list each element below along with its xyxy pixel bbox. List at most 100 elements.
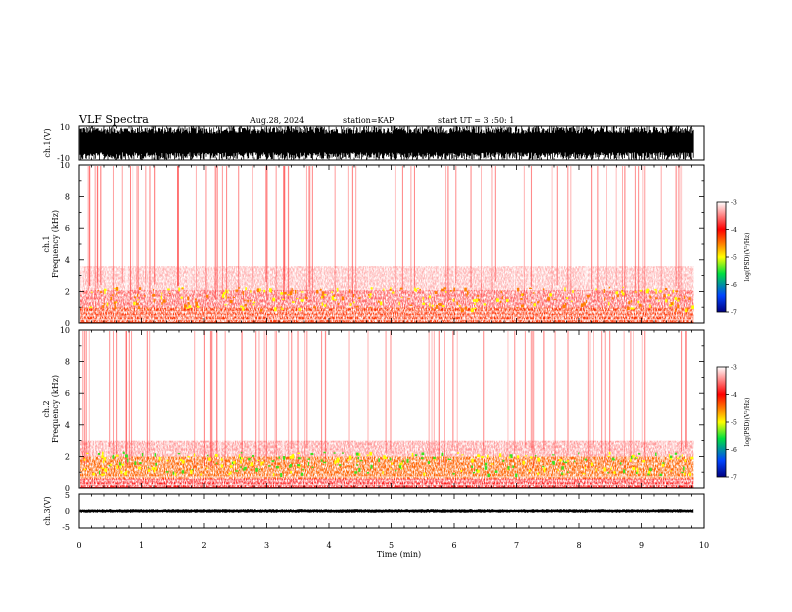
spectrogram-speckle-dot <box>134 461 137 466</box>
spectrogram-speckle-dot <box>321 295 324 299</box>
spectrogram-speckle-dot <box>521 293 523 297</box>
spectrogram-speckle-dot <box>505 298 509 302</box>
spectrogram-speckle-dot <box>670 470 672 472</box>
spectrogram-speckle-dot <box>240 452 243 454</box>
colorbar-tick-label: -3 <box>731 365 737 372</box>
spectrogram-speckle-dot <box>449 298 451 300</box>
spectrogram-speckle-dot <box>551 454 555 456</box>
spectrogram-speckle-dot <box>206 454 209 457</box>
spectrogram-speckle-dot <box>619 462 622 465</box>
spectrogram-speckle-dot <box>187 301 190 305</box>
spectrogram-speckle-dot <box>334 299 337 301</box>
ch1-channel-label: ch.1 <box>42 235 51 252</box>
spectrogram-speckle-dot <box>453 287 456 292</box>
spectrogram-speckle-dot <box>561 472 563 476</box>
spectrogram-speckle-dot <box>165 471 169 473</box>
ch2-frequency-axis-label: Frequency (kHz) <box>51 375 60 443</box>
spectrogram-speckle-dot <box>257 459 260 462</box>
spectrogram-speckle-dot <box>181 288 184 290</box>
y-tick-label: 6 <box>65 224 70 233</box>
spectrogram-speckle-dot <box>368 296 372 298</box>
spectrogram-speckle-dot <box>654 288 657 291</box>
spectrogram-speckle-dot <box>280 305 282 309</box>
spectrogram-speckle-dot <box>636 467 639 472</box>
spectrogram-speckle-dot <box>274 307 277 312</box>
spectrogram-speckle-dot <box>297 464 300 467</box>
spectrogram-speckle-dot <box>383 288 385 291</box>
spectrogram-speckle-dot <box>248 457 251 461</box>
spectrogram-speckle-dot <box>537 301 540 304</box>
spectrogram-speckle-dot <box>414 454 418 457</box>
spectrogram-speckle-dot <box>369 306 372 308</box>
spectrogram-speckle-dot <box>456 452 460 454</box>
spectrogram-speckle-dot <box>178 287 181 292</box>
spectrogram-speckle-dot <box>197 305 200 308</box>
spectrogram-speckle-dot <box>250 462 254 466</box>
spectrogram-speckle-dot <box>679 455 681 458</box>
spectrogram-speckle-dot <box>477 454 481 458</box>
time-tick-label: 5 <box>389 541 394 550</box>
spectrogram-speckle-dot <box>423 472 426 476</box>
spectrogram-speckle-dot <box>260 461 263 466</box>
spectrogram-speckle-dot <box>242 468 246 471</box>
spectrogram-speckle-dot <box>433 456 436 460</box>
spectrogram-speckle-dot <box>658 300 660 302</box>
spectrogram-speckle-dot <box>659 473 663 477</box>
spectrogram-speckle-dot <box>153 469 156 473</box>
spectrogram-speckle-dot <box>409 304 413 306</box>
spectrogram-speckle-dot <box>240 466 242 469</box>
spectrogram-speckle-dot <box>183 304 187 308</box>
spectrogram-speckle-dot <box>278 456 280 459</box>
spectrogram-speckle-dot <box>331 291 334 293</box>
spectrogram-speckle-dot <box>323 304 327 307</box>
spectrogram-speckle-dot <box>659 290 662 293</box>
spectrogram-speckle-dot <box>174 472 177 476</box>
spectrogram-speckle-dot <box>99 470 101 475</box>
spectrogram-speckle-dot <box>136 293 139 297</box>
spectrogram-speckle-dot <box>664 287 668 291</box>
spectrogram-speckle-dot <box>537 472 540 476</box>
spectrogram-speckle-dot <box>143 295 146 297</box>
spectrogram-speckle-dot <box>378 458 380 462</box>
colorbar-ch2-label: log(PSD)(V²/Hz) <box>744 398 751 447</box>
colorbar-tick-label: -6 <box>731 282 737 289</box>
spectrogram-speckle-dot <box>200 473 202 476</box>
spectrogram-speckle-dot <box>439 456 442 458</box>
spectrogram-speckle-dot <box>338 464 342 466</box>
spectrogram-speckle-dot <box>471 465 474 468</box>
spectrogram-speckle-dot <box>473 307 477 310</box>
spectrogram-speckle-dot <box>369 293 372 296</box>
spectrogram-speckle-dot <box>533 303 536 307</box>
ch1-frequency-axis-label: Frequency (kHz) <box>51 210 60 278</box>
spectrogram-speckle-dot <box>83 468 86 471</box>
spectrogram-speckle-dot <box>516 287 520 292</box>
spectrogram-speckle-dot <box>151 466 154 470</box>
spectrogram-speckle-dot <box>604 297 606 301</box>
spectrogram-speckle-dot <box>584 466 586 470</box>
spectrogram-speckle-dot <box>158 456 161 461</box>
spectrogram-speckle-dot <box>686 307 689 312</box>
spectrogram-speckle-dot <box>161 292 163 295</box>
ch1-ytick-top: 10 <box>60 123 70 132</box>
spectrogram-speckle-dot <box>296 298 299 300</box>
y-tick-label: 6 <box>65 389 70 398</box>
spectrogram-speckle-dot <box>181 460 185 464</box>
spectrogram-speckle-dot <box>690 456 694 460</box>
spectrogram-speckle-dot <box>466 293 468 297</box>
spectrogram-speckle-dot <box>356 464 359 466</box>
spectrogram-speckle-dot <box>307 462 309 466</box>
spectrogram-speckle-dot <box>227 289 229 294</box>
spectrogram-speckle-dot <box>228 473 231 476</box>
spectrogram-speckle-dot <box>225 295 227 299</box>
spectrogram-speckle-dot <box>369 451 373 456</box>
spectrogram-speckle-dot <box>221 294 225 298</box>
spectrogram-speckle-dot <box>103 468 106 472</box>
spectrogram-speckle-dot <box>268 465 271 467</box>
spectrogram-speckle-dot <box>289 291 293 296</box>
spectrogram-speckle-dot <box>464 287 467 292</box>
spectrogram-speckle-dot <box>101 467 104 469</box>
spectrogram-speckle-dot <box>471 458 474 463</box>
spectrogram-speckle-dot <box>470 308 474 313</box>
waveform-ch3-line <box>79 509 694 513</box>
spectrogram-speckle-dot <box>608 286 611 289</box>
